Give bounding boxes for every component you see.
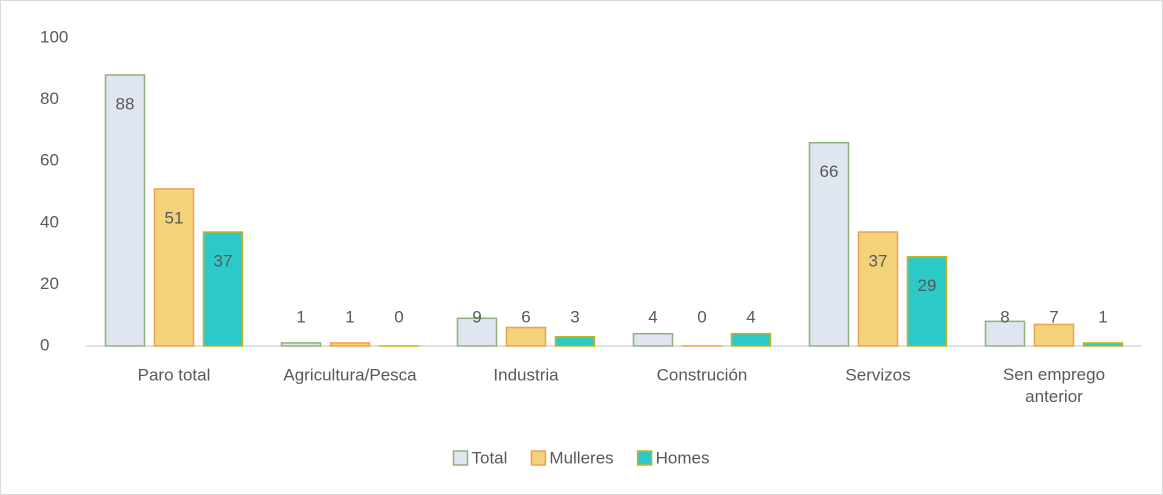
x-tick-label: Industria: [493, 365, 559, 384]
y-tick-label: 80: [40, 89, 59, 108]
bar: [1033, 323, 1075, 347]
legend-swatch: [530, 450, 547, 466]
x-tick-label-line: anterior: [1025, 387, 1083, 406]
data-label: 0: [394, 307, 403, 326]
x-tick-label-line: Sen emprego: [1003, 365, 1105, 384]
data-label: 7: [1049, 307, 1058, 326]
bar: [730, 332, 772, 347]
data-label: 9: [472, 307, 481, 326]
bar: [632, 332, 674, 347]
bar: [554, 336, 596, 347]
data-label: 1: [1098, 307, 1107, 326]
x-tick-label: Servizos: [845, 365, 910, 384]
data-label: 66: [820, 162, 839, 181]
x-tick-label: Agricultura/Pesca: [283, 365, 417, 384]
bar: [1082, 342, 1124, 347]
bar: [104, 74, 146, 347]
y-tick-label: 100: [40, 27, 68, 46]
legend: Total Mulleres Homes: [452, 448, 710, 467]
bar: [456, 317, 498, 347]
data-label: 37: [869, 252, 888, 271]
data-label: 88: [116, 94, 135, 113]
data-label: 1: [345, 307, 354, 326]
legend-label: Homes: [656, 448, 710, 467]
bar: [906, 255, 948, 347]
bar: [153, 188, 195, 347]
legend-swatch: [636, 450, 653, 466]
y-tick-label: 60: [40, 151, 59, 170]
y-tick-label: 40: [40, 212, 59, 231]
data-label: 51: [165, 208, 184, 227]
data-label: 1: [296, 307, 305, 326]
bar: [202, 231, 244, 347]
bar: [808, 141, 850, 347]
data-label: 6: [521, 307, 530, 326]
data-label: 4: [746, 307, 755, 326]
data-label: 0: [697, 307, 706, 326]
y-tick-label: 20: [40, 274, 59, 293]
data-label: 4: [648, 307, 657, 326]
bar: [280, 342, 322, 347]
x-tick-label: Construción: [657, 365, 748, 384]
bar: [984, 320, 1026, 347]
data-label: 8: [1000, 307, 1009, 326]
legend-label: Total: [471, 448, 507, 467]
bar: [857, 231, 899, 347]
x-tick-label: Paro total: [138, 365, 211, 384]
legend-label: Mulleres: [549, 448, 613, 467]
data-label: 37: [214, 252, 233, 271]
bar: [329, 342, 371, 347]
x-tick-label: Sen emprego anterior: [1003, 365, 1105, 406]
data-label: 3: [570, 307, 579, 326]
legend-swatch: [452, 450, 469, 466]
bar: [505, 326, 547, 347]
y-tick-label: 0: [40, 335, 49, 354]
data-label: 29: [918, 276, 937, 295]
